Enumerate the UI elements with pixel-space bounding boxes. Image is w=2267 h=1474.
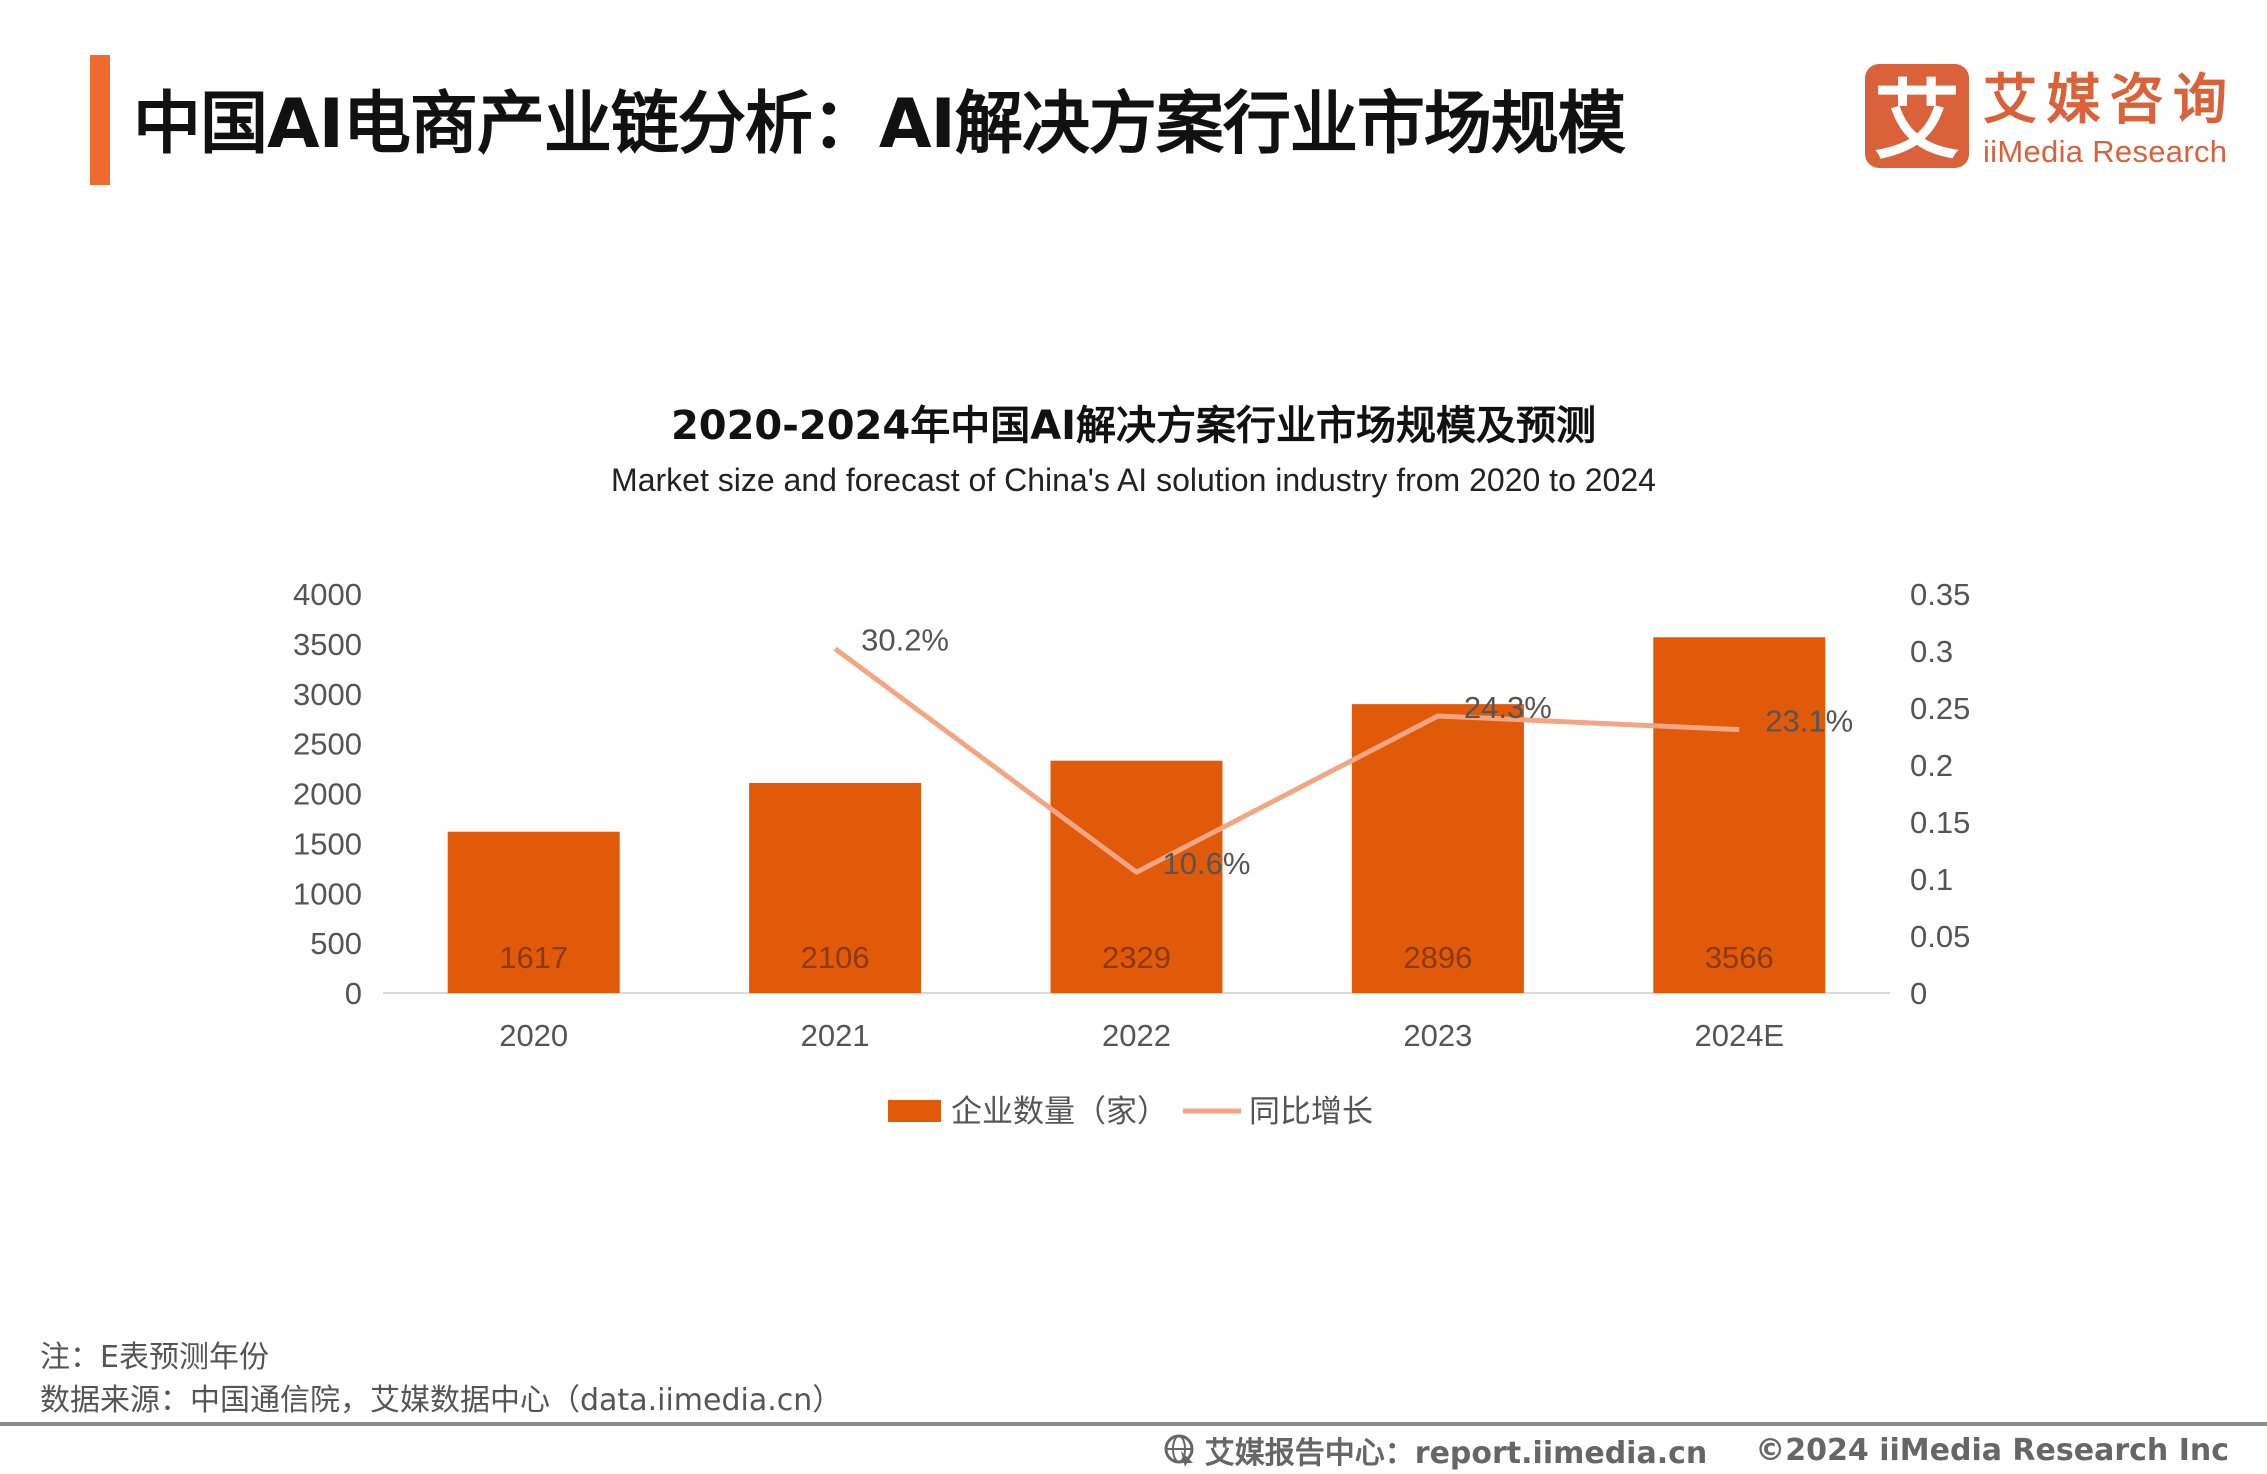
left-axis-tick: 500: [310, 926, 362, 961]
right-axis-tick: 0.3: [1910, 634, 1953, 669]
right-axis-tick: 0.05: [1910, 919, 1970, 954]
chart-title: 2020-2024年中国AI解决方案行业市场规模及预测: [670, 403, 1597, 449]
bar-2022: [1050, 760, 1223, 993]
svg-text:艾: 艾: [1874, 71, 1960, 170]
page-title: 中国AI电商产业链分析：AI解决方案行业市场规模: [133, 85, 1626, 164]
globe-cursor-icon: [1164, 1434, 1194, 1467]
bar-2024E: [1653, 637, 1826, 993]
source-text: 数据来源：中国通信院，艾媒数据中心（data.iimedia.cn）: [40, 1383, 843, 1418]
right-axis-tick: 0: [1910, 976, 1927, 1011]
bar-label: 1617: [499, 940, 568, 975]
svg-text:iiMedia Research: iiMedia Research: [1983, 134, 2227, 169]
right-axis-tick: 0.2: [1910, 748, 1953, 783]
left-axis-tick: 3000: [293, 677, 362, 712]
bar-2020: [447, 831, 620, 993]
left-axis-tick: 4000: [293, 577, 362, 612]
legend-line-label: 同比增长: [1249, 1094, 1373, 1130]
right-axis-tick: 0.15: [1910, 805, 1970, 840]
chart-subtitle: Market size and forecast of China's AI s…: [611, 462, 1656, 498]
line-label: 30.2%: [861, 623, 949, 658]
title-accent-bar: [90, 55, 110, 185]
line-label: 23.1%: [1765, 704, 1853, 739]
left-axis-tick: 3500: [293, 627, 362, 662]
legend-bar-label: 企业数量（家）: [951, 1094, 1168, 1130]
report-link[interactable]: 艾媒报告中心：report.iimedia.cn: [1204, 1436, 1708, 1471]
x-axis-tick: 2022: [1102, 1018, 1171, 1053]
bar-label: 2896: [1403, 940, 1472, 975]
note-text: 注：E表预测年份: [40, 1340, 269, 1375]
left-axis-tick: 1000: [293, 876, 362, 911]
legend-bar-swatch: [888, 1100, 941, 1122]
bar-2023: [1351, 704, 1524, 993]
x-axis-tick: 2021: [801, 1018, 870, 1053]
x-axis-tick: 2024E: [1694, 1018, 1784, 1053]
bar-label: 3566: [1705, 940, 1774, 975]
iimedia-logo: 艾 艾媒咨询 iiMedia Research: [1865, 64, 2227, 170]
line-label: 10.6%: [1163, 846, 1251, 881]
right-axis-tick: 0.25: [1910, 691, 1970, 726]
copyright: ©2024 iiMedia Research Inc: [1755, 1432, 2229, 1468]
left-axis-tick: 2000: [293, 777, 362, 812]
left-axis-tick: 1500: [293, 826, 362, 861]
x-axis-tick: 2020: [499, 1018, 568, 1053]
right-axis-tick: 0.35: [1910, 577, 1970, 612]
x-axis-tick: 2023: [1403, 1018, 1472, 1053]
bar-2021: [749, 782, 922, 993]
bar-label: 2329: [1102, 940, 1171, 975]
left-axis-tick: 0: [345, 976, 362, 1011]
left-axis-tick: 2500: [293, 727, 362, 762]
line-label: 24.3%: [1464, 690, 1552, 725]
right-axis-tick: 0.1: [1910, 862, 1953, 897]
footer: 艾媒报告中心：report.iimedia.cn ©2024 iiMedia R…: [1163, 1428, 2229, 1472]
growth-line: [833, 646, 1740, 875]
footer-divider: [0, 1422, 2267, 1426]
bar-label: 2106: [801, 940, 870, 975]
